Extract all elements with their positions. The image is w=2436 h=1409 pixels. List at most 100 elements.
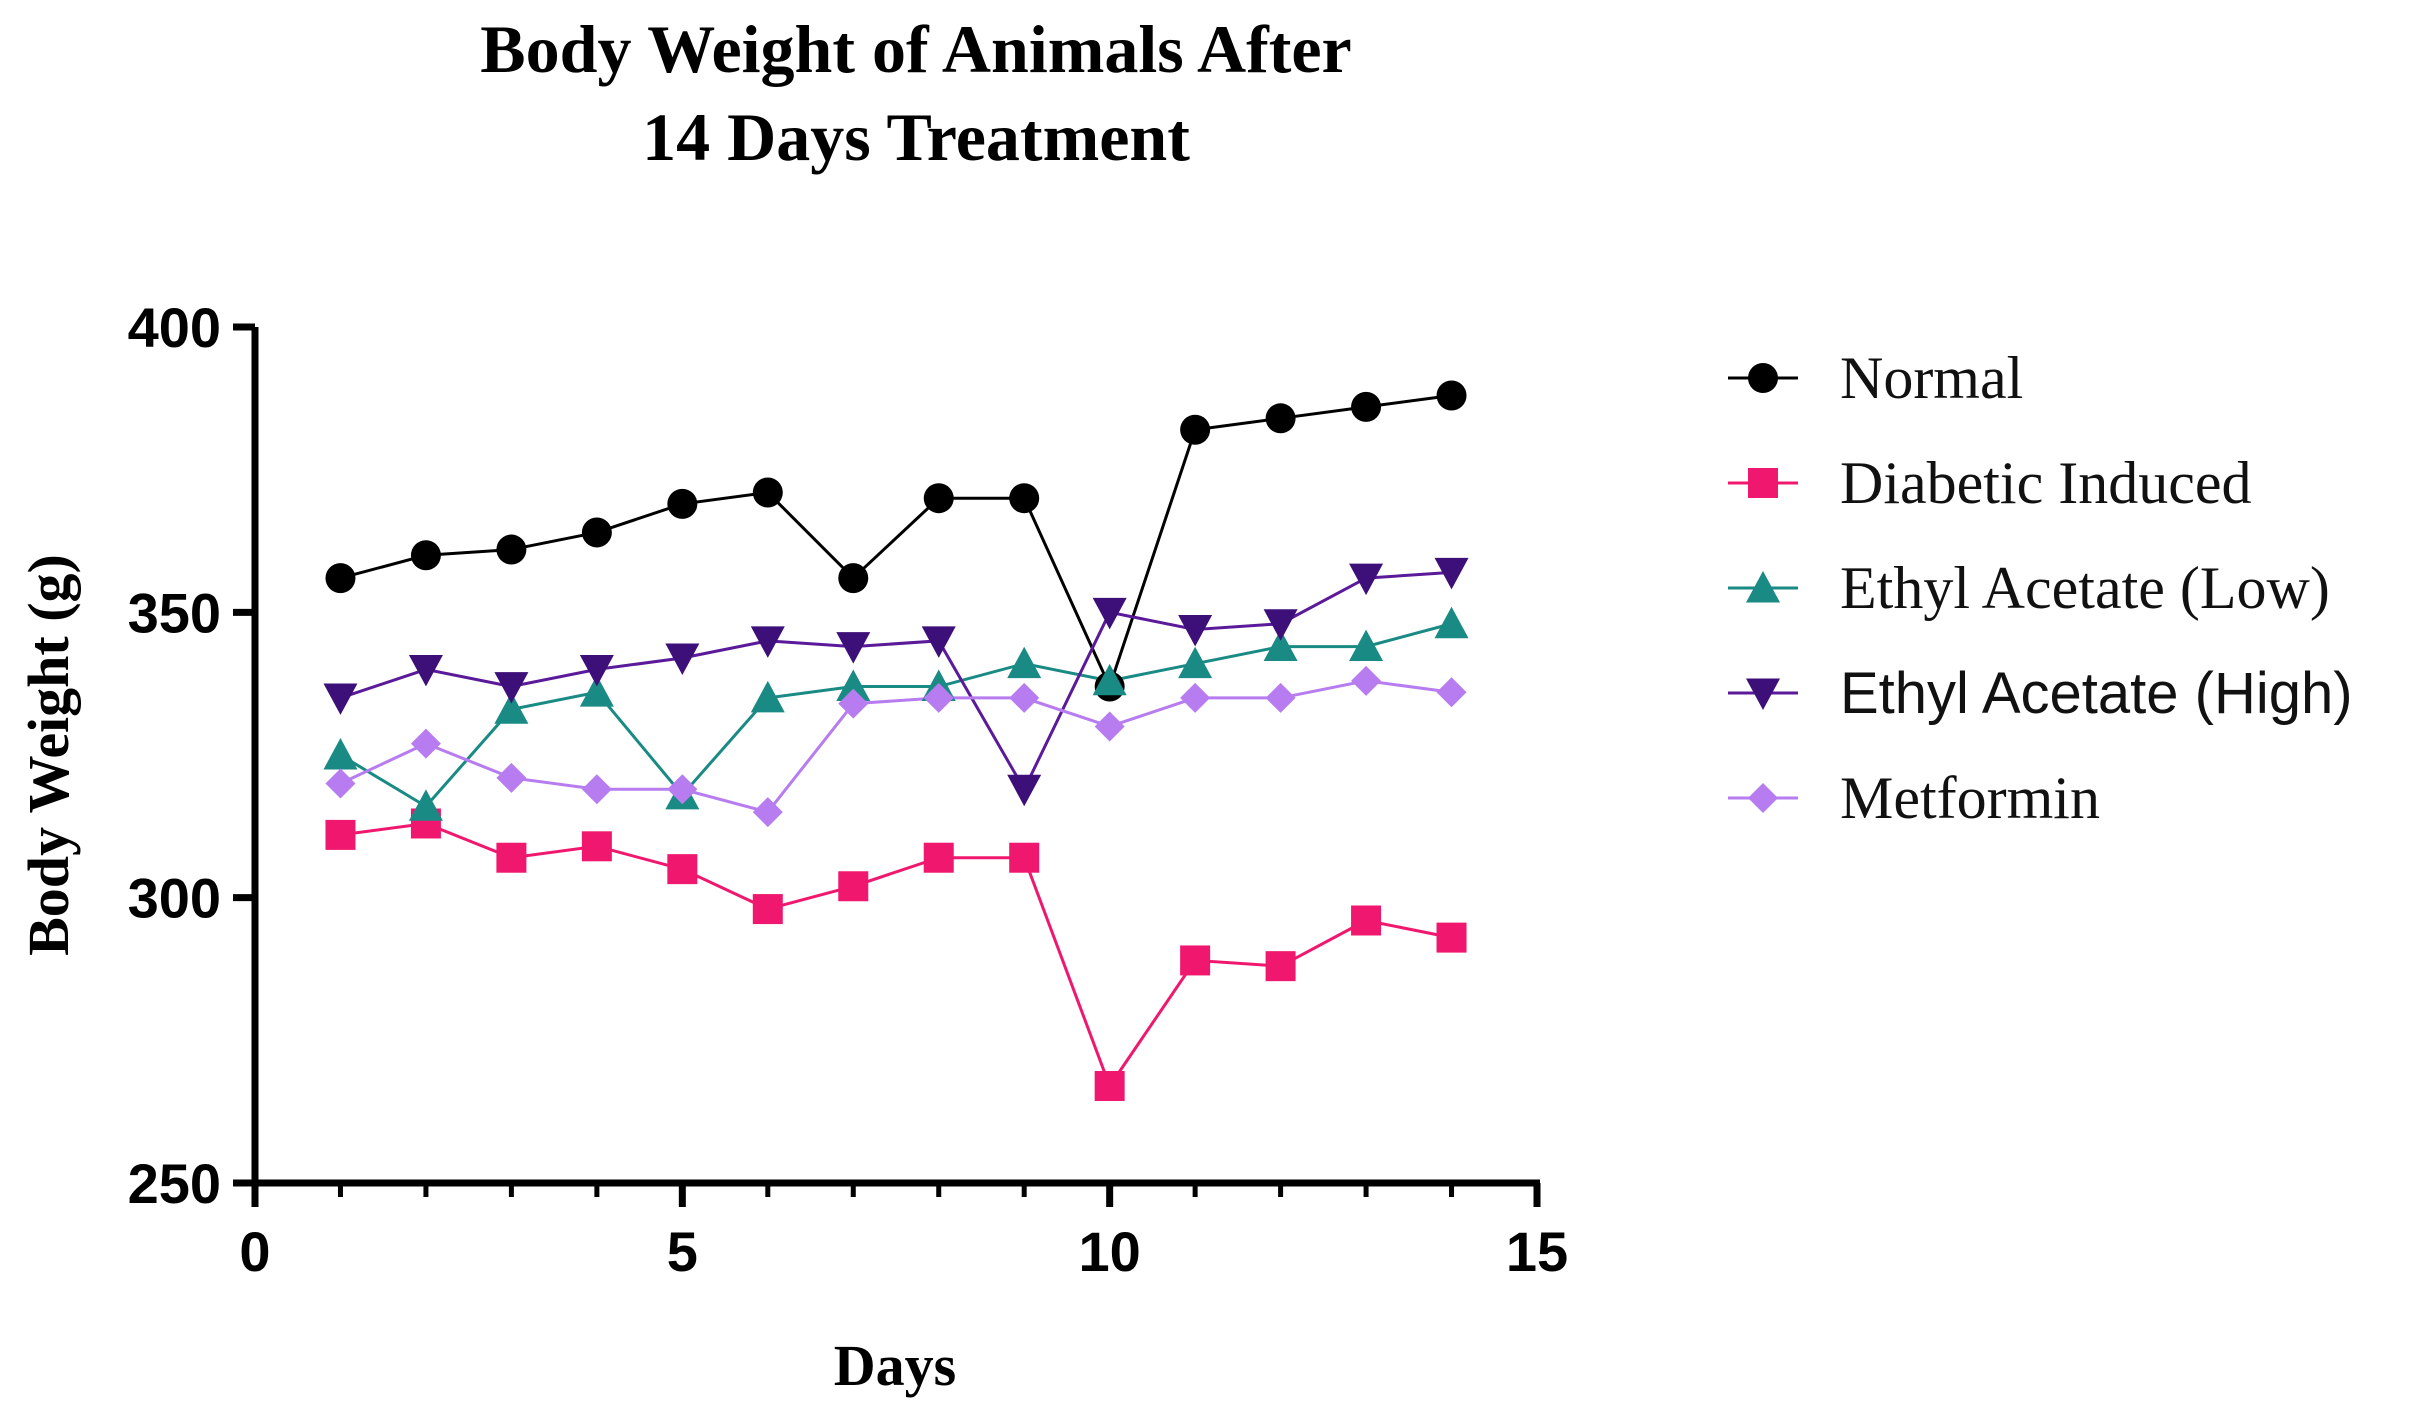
x-tick-label: 10 bbox=[1079, 1220, 1141, 1283]
data-point-ethyl-acetate-low bbox=[494, 692, 529, 724]
data-point-normal bbox=[581, 517, 612, 548]
data-point-ethyl-acetate-high bbox=[323, 683, 358, 715]
legend-item-diabetic-induced: Diabetic Induced bbox=[1728, 450, 2251, 516]
data-point-ethyl-acetate-low bbox=[323, 738, 358, 770]
data-point-diabetic-induced bbox=[1265, 951, 1296, 982]
data-point-normal bbox=[752, 477, 783, 508]
y-axis-title: Body Weight (g) bbox=[16, 554, 81, 956]
data-point-ethyl-acetate-low bbox=[408, 789, 443, 821]
data-point-ethyl-acetate-low bbox=[1007, 646, 1042, 679]
data-point-metformin bbox=[1094, 711, 1125, 742]
data-point-diabetic-induced bbox=[581, 831, 612, 862]
x-tick-label: 15 bbox=[1506, 1220, 1568, 1283]
data-point-normal bbox=[667, 488, 698, 519]
data-point-metformin bbox=[325, 768, 356, 799]
data-point-ethyl-acetate-high bbox=[750, 626, 785, 658]
data-point-normal bbox=[1009, 483, 1040, 514]
data-point-metformin bbox=[1351, 665, 1382, 696]
data-point-metformin bbox=[496, 762, 527, 793]
data-point-metformin bbox=[410, 728, 441, 759]
legend-label: Normal bbox=[1840, 345, 2023, 411]
data-point-metformin bbox=[752, 797, 783, 828]
data-point-ethyl-acetate-high bbox=[1007, 774, 1042, 807]
legend-item-metformin: Metformin bbox=[1728, 765, 2100, 831]
data-point-normal bbox=[496, 534, 527, 565]
data-point-metformin bbox=[667, 774, 698, 805]
data-point-ethyl-acetate-low bbox=[750, 680, 785, 713]
data-point-ethyl-acetate-high bbox=[579, 654, 614, 687]
legend: Normal Diabetic Induced Ethyl Acetate (Low… bbox=[1728, 345, 2353, 831]
legend-marker-metformin bbox=[1748, 783, 1778, 813]
chart-title-line-1: Body Weight of Animals After bbox=[480, 11, 1351, 87]
legend-label: Metformin bbox=[1840, 765, 2100, 831]
data-point-ethyl-acetate-high bbox=[665, 643, 700, 675]
data-point-metformin bbox=[581, 774, 612, 805]
legend-marker-diabetic-induced bbox=[1748, 468, 1778, 498]
data-point-diabetic-induced bbox=[325, 819, 356, 850]
x-axis-title: Days bbox=[834, 1333, 956, 1398]
data-point-metformin bbox=[1009, 682, 1040, 713]
data-point-ethyl-acetate-high bbox=[1349, 563, 1384, 596]
legend-marker-ethyl-acetate-high bbox=[1746, 678, 1780, 710]
data-point-normal bbox=[923, 483, 954, 514]
data-point-normal bbox=[325, 563, 356, 594]
data-point-normal bbox=[838, 563, 869, 594]
legend-marker-normal bbox=[1748, 363, 1778, 393]
data-point-diabetic-induced bbox=[1094, 1070, 1125, 1101]
legend-label: Ethyl Acetate (Low) bbox=[1840, 555, 2330, 621]
data-point-diabetic-induced bbox=[1180, 945, 1211, 976]
data-point-ethyl-acetate-high bbox=[836, 632, 871, 664]
data-point-diabetic-induced bbox=[1009, 842, 1040, 873]
data-point-ethyl-acetate-high bbox=[494, 672, 529, 704]
y-tick-label: 250 bbox=[128, 1152, 221, 1215]
data-point-metformin bbox=[838, 688, 869, 719]
data-point-metformin bbox=[923, 682, 954, 713]
data-point-diabetic-induced bbox=[1351, 905, 1382, 936]
y-tick-label: 300 bbox=[128, 867, 221, 930]
series-layer bbox=[339, 393, 1452, 1090]
data-point-normal bbox=[1180, 414, 1211, 445]
data-point-ethyl-acetate-low bbox=[1263, 629, 1298, 662]
x-tick-label: 0 bbox=[239, 1220, 270, 1283]
legend-label: Ethyl Acetate (High) bbox=[1840, 661, 2353, 726]
data-point-diabetic-induced bbox=[1436, 922, 1467, 953]
legend-item-normal: Normal bbox=[1728, 345, 2023, 411]
series-line-ethyl-acetate-high bbox=[339, 570, 1452, 793]
data-point-ethyl-acetate-low bbox=[1434, 606, 1469, 639]
data-point-ethyl-acetate-high bbox=[1178, 615, 1213, 647]
data-point-normal bbox=[1351, 391, 1382, 422]
legend-label: Diabetic Induced bbox=[1840, 450, 2251, 516]
data-point-ethyl-acetate-high bbox=[1434, 557, 1469, 590]
chart-title-line-2: 14 Days Treatment bbox=[642, 99, 1190, 175]
data-point-metformin bbox=[1265, 682, 1296, 713]
data-point-ethyl-acetate-high bbox=[408, 654, 443, 687]
axes bbox=[251, 327, 1540, 1187]
data-point-diabetic-induced bbox=[496, 842, 527, 873]
data-point-ethyl-acetate-low bbox=[836, 669, 871, 701]
legend-item-ethyl-acetate-high: Ethyl Acetate (High) bbox=[1728, 661, 2353, 726]
data-point-ethyl-acetate-low bbox=[1349, 629, 1384, 662]
y-tick-label: 400 bbox=[128, 296, 221, 359]
series-line-ethyl-acetate-low bbox=[339, 622, 1452, 809]
data-point-ethyl-acetate-high bbox=[1263, 609, 1298, 641]
y-tick-label: 350 bbox=[128, 581, 221, 644]
ticks: 250 300 350 400 0 5 10 15 bbox=[128, 296, 1569, 1283]
data-point-normal bbox=[1436, 380, 1467, 411]
legend-item-ethyl-acetate-low: Ethyl Acetate (Low) bbox=[1728, 555, 2330, 621]
data-point-metformin bbox=[1436, 677, 1467, 708]
data-point-ethyl-acetate-low bbox=[1092, 663, 1127, 696]
data-point-normal bbox=[1265, 403, 1296, 434]
data-point-diabetic-induced bbox=[752, 894, 783, 925]
data-point-diabetic-induced bbox=[667, 854, 698, 885]
data-point-ethyl-acetate-low bbox=[579, 675, 614, 707]
data-point-ethyl-acetate-high bbox=[921, 626, 956, 658]
data-point-diabetic-induced bbox=[923, 842, 954, 873]
data-point-ethyl-acetate-high bbox=[1092, 597, 1127, 630]
chart-title: Body Weight of Animals After 14 Days Tre… bbox=[480, 11, 1351, 175]
data-point-ethyl-acetate-low bbox=[1178, 646, 1213, 679]
x-tick-label: 5 bbox=[667, 1220, 698, 1283]
data-point-diabetic-induced bbox=[838, 871, 869, 902]
data-point-normal bbox=[410, 540, 441, 571]
data-point-metformin bbox=[1180, 682, 1211, 713]
